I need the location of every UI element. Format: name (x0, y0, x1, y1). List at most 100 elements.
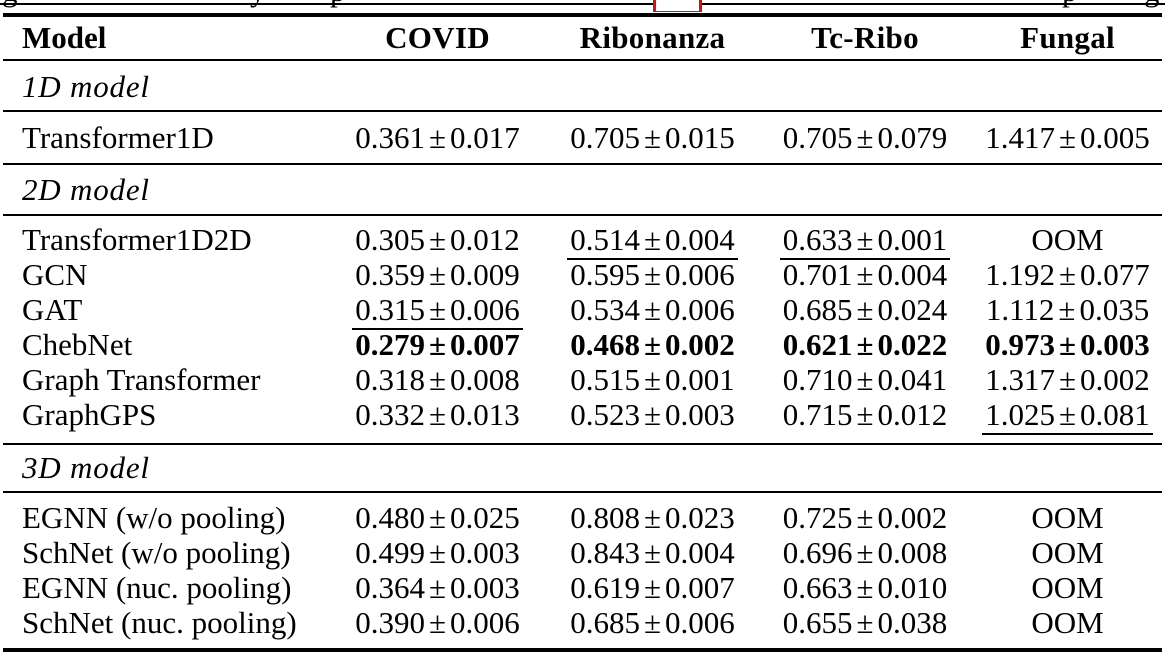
metric-value: 1.112 ±0.035 (985, 292, 1150, 327)
caption-partial-glyph: g (2, 0, 18, 6)
table-toprule (3, 13, 1162, 17)
value-cell: OOM (970, 535, 1165, 570)
value-cell: 0.808 ±0.023 (545, 500, 760, 535)
metric-value: 0.318 ±0.008 (355, 362, 520, 397)
metric-value: 0.696 ±0.008 (782, 535, 948, 570)
metric-value: 0.633 ±0.001 (779, 223, 951, 260)
metric-value: 0.808 ±0.023 (570, 500, 735, 535)
rows-block-1d: Transformer1D 0.361 ±0.017 0.705 ±0.015 0.705… (0, 112, 1165, 163)
plus-minus-sign: ± (856, 570, 874, 605)
metric-value: 0.725 ±0.002 (782, 500, 948, 535)
value-cell: 1.317 ±0.002 (970, 362, 1165, 397)
value-cell: OOM (970, 605, 1165, 640)
plus-minus-sign: ± (856, 292, 874, 327)
value-cell: 0.332 ±0.013 (330, 397, 545, 435)
plus-minus-sign: ± (643, 327, 661, 362)
section-label-2d: 2D model (22, 172, 150, 207)
rule-below-1d-label (3, 110, 1162, 112)
value-cell: OOM (970, 500, 1165, 535)
metric-value: 0.619 ±0.007 (570, 570, 735, 605)
plus-minus-sign: ± (643, 120, 661, 155)
column-header-tc-ribo: Tc-Ribo (811, 20, 919, 55)
model-name-cell: SchNet (nuc. pooling) (22, 605, 297, 640)
value-cell: 0.279 ±0.007 (330, 327, 545, 362)
plus-minus-sign: ± (1058, 292, 1076, 327)
plus-minus-sign: ± (856, 327, 874, 362)
plus-minus-sign: ± (428, 327, 446, 362)
section-label-1d: 1D model (22, 69, 150, 104)
metric-value: 0.279 ±0.007 (355, 327, 520, 362)
table-row: GAT 0.315 ±0.006 0.534 ±0.006 0.685 ±0.024 1.11… (0, 292, 1165, 330)
plus-minus-sign: ± (643, 362, 661, 397)
rows-block-2d: Transformer1D2D 0.305 ±0.012 0.514 ±0.004 0.6… (0, 222, 1165, 435)
plus-minus-sign: ± (643, 605, 661, 640)
value-cell: 0.705 ±0.015 (545, 112, 760, 163)
model-name-cell: EGNN (w/o pooling) (22, 500, 286, 535)
value-cell: 0.364 ±0.003 (330, 570, 545, 605)
plus-minus-sign: ± (428, 535, 446, 570)
metric-value: 0.515 ±0.001 (570, 362, 735, 397)
table-row: Graph Transformer 0.318 ±0.008 0.515 ±0.001 0… (0, 362, 1165, 397)
plus-minus-sign: ± (643, 535, 661, 570)
metric-value: 0.705 ±0.079 (782, 120, 948, 155)
value-cell: 0.499 ±0.003 (330, 535, 545, 570)
model-name-cell: GAT (22, 292, 83, 327)
caption-rule (0, 3, 1165, 5)
metric-value: 0.499 ±0.003 (355, 535, 520, 570)
metric-value: 1.192 ±0.077 (985, 257, 1150, 292)
rows-block-3d: EGNN (w/o pooling) 0.480 ±0.025 0.808 ±0.023… (0, 500, 1165, 640)
metric-value: 0.514 ±0.004 (567, 223, 738, 260)
plus-minus-sign: ± (856, 535, 874, 570)
plus-minus-sign: ± (1058, 397, 1076, 432)
plus-minus-sign: ± (428, 500, 446, 535)
metric-value: 0.715 ±0.012 (782, 397, 948, 432)
metric-value: 0.663 ±0.010 (782, 570, 948, 605)
value-cell: 0.619 ±0.007 (545, 570, 760, 605)
metric-value: OOM (1031, 222, 1104, 257)
citation-box[interactable] (653, 0, 702, 12)
table-bottomrule (3, 648, 1162, 652)
value-cell: 0.468 ±0.002 (545, 327, 760, 362)
value-cell: OOM (970, 222, 1165, 260)
model-name-cell: GCN (22, 257, 88, 292)
rule-below-3d-label (3, 491, 1162, 493)
model-name-cell: ChebNet (22, 327, 133, 362)
metric-value: 0.359 ±0.009 (355, 257, 520, 292)
plus-minus-sign: ± (428, 120, 446, 155)
metric-value: 0.315 ±0.006 (352, 293, 523, 330)
model-name-cell: EGNN (nuc. pooling) (22, 570, 292, 605)
value-cell: 0.534 ±0.006 (545, 292, 760, 330)
value-cell: 0.515 ±0.001 (545, 362, 760, 397)
value-cell: 0.359 ±0.009 (330, 257, 545, 292)
model-name-cell: Transformer1D2D (22, 222, 252, 257)
table-row: EGNN (w/o pooling) 0.480 ±0.025 0.808 ±0.023… (0, 500, 1165, 535)
metric-value: 0.332 ±0.013 (355, 397, 520, 432)
plus-minus-sign: ± (428, 570, 446, 605)
plus-minus-sign: ± (428, 605, 446, 640)
metric-value: 1.025 ±0.081 (982, 397, 1153, 435)
value-cell: 0.725 ±0.002 (760, 500, 970, 535)
metric-value: 0.364 ±0.003 (355, 570, 520, 605)
metric-value: 0.595 ±0.006 (570, 257, 735, 292)
plus-minus-sign: ± (1058, 362, 1076, 397)
metric-value: 0.390 ±0.006 (355, 605, 520, 640)
caption-partial-glyph: p (1062, 0, 1078, 6)
model-name-cell: GraphGPS (22, 397, 157, 432)
value-cell: 0.973 ±0.003 (970, 327, 1165, 362)
metric-value: 0.843 ±0.004 (570, 535, 735, 570)
metric-value: 0.523 ±0.003 (570, 397, 735, 432)
column-header-fungal: Fungal (1020, 20, 1115, 55)
value-cell: 0.390 ±0.006 (330, 605, 545, 640)
metric-value: OOM (1031, 605, 1104, 640)
value-cell: 0.715 ±0.012 (760, 397, 970, 435)
value-cell: 0.361 ±0.017 (330, 112, 545, 163)
section-row-2d: 2D model (0, 165, 1165, 214)
column-header-ribonanza: Ribonanza (579, 20, 726, 55)
plus-minus-sign: ± (643, 257, 661, 292)
value-cell: 0.318 ±0.008 (330, 362, 545, 397)
table-row: Transformer1D 0.361 ±0.017 0.705 ±0.015 0.705… (0, 112, 1165, 163)
caption-partial-glyph: y (250, 0, 266, 6)
value-cell: 1.417 ±0.005 (970, 112, 1165, 163)
value-cell: 0.315 ±0.006 (330, 292, 545, 330)
caption-partial-glyph: p (330, 0, 346, 6)
